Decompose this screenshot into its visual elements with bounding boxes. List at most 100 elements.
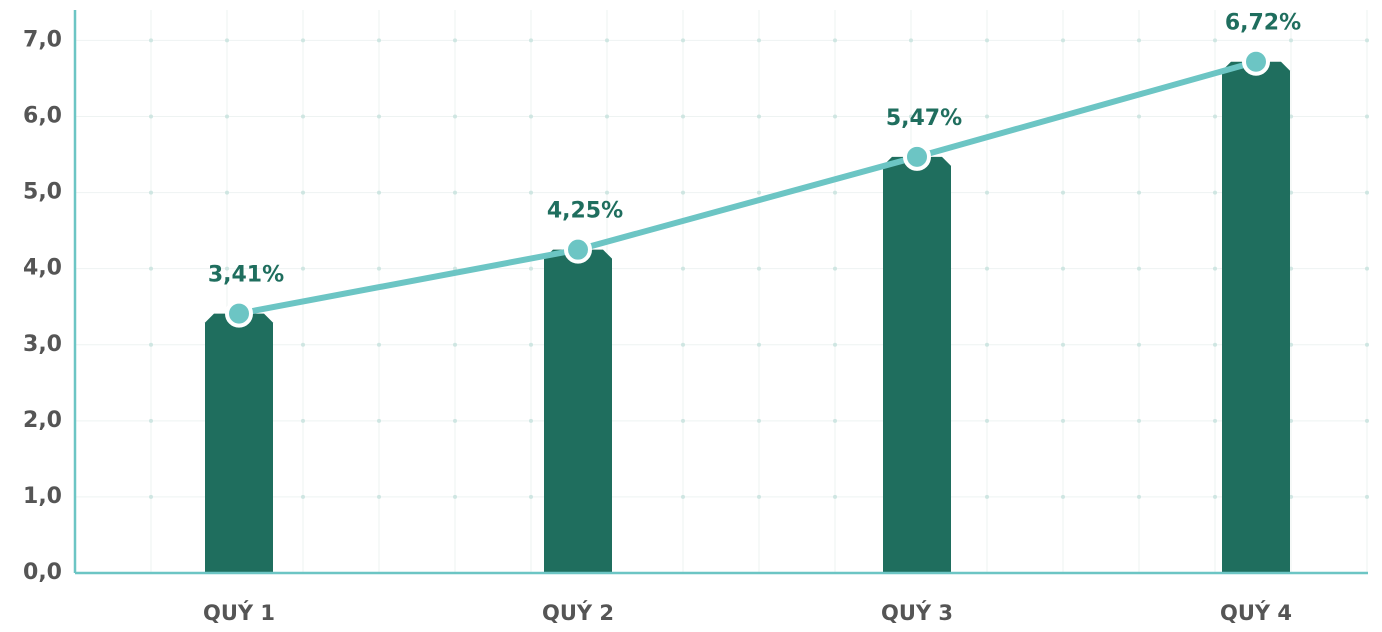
grid-dot (377, 38, 381, 43)
grid-dot (1365, 418, 1369, 423)
grid-dot (529, 342, 533, 347)
x-tick-label: QUÝ 1 (203, 600, 275, 625)
grid-dot (757, 418, 761, 423)
grid-dot (757, 494, 761, 499)
grid-dot (1061, 494, 1065, 499)
grid-dot (301, 266, 305, 271)
grid-dot (833, 38, 837, 43)
grid-dot (1365, 190, 1369, 195)
value-label: 3,41% (208, 263, 284, 288)
y-tick-label: 1,0 (23, 484, 62, 509)
grid-dot (149, 114, 153, 119)
grid-dot (529, 38, 533, 43)
grid-dot (301, 190, 305, 195)
grid-dot (149, 38, 153, 43)
grid-dot (833, 342, 837, 347)
grid-dot (453, 190, 457, 195)
grid-dot (1061, 38, 1065, 43)
grid-dot (681, 190, 685, 195)
grid-dot (149, 418, 153, 423)
y-tick-label: 6,0 (23, 104, 62, 129)
grid-dot (985, 418, 989, 423)
y-tick-label: 4,0 (23, 256, 62, 281)
grid-dot (1365, 38, 1369, 43)
grid-dot (529, 114, 533, 119)
grid-dot (757, 342, 761, 347)
grid-dot (605, 38, 609, 43)
grid-dot (225, 114, 229, 119)
grid-dot (757, 266, 761, 271)
grid-dot (453, 342, 457, 347)
grid-dot (833, 418, 837, 423)
grid-dot (985, 342, 989, 347)
grid-dot (1365, 342, 1369, 347)
grid-dot (833, 266, 837, 271)
y-tick-label: 0,0 (23, 560, 62, 585)
y-tick-label: 7,0 (23, 27, 62, 52)
grid-dot (1213, 38, 1217, 43)
grid-dot (301, 342, 305, 347)
grid-dot (301, 418, 305, 423)
grid-dot (529, 266, 533, 271)
grid-dot (149, 190, 153, 195)
grid-dot (681, 418, 685, 423)
grid-dot (1137, 266, 1141, 271)
grid-dot (529, 494, 533, 499)
line-point (225, 299, 253, 328)
line-point (1242, 47, 1270, 76)
grid-dot (1213, 266, 1217, 271)
grid-dot (529, 190, 533, 195)
grid-dot (377, 342, 381, 347)
grid-dot (1137, 494, 1141, 499)
grid-dot (681, 114, 685, 119)
bar (544, 249, 612, 574)
value-label: 4,25% (547, 199, 623, 224)
y-tick-label: 3,0 (23, 332, 62, 357)
grid-dot (1289, 38, 1293, 43)
grid-dot (681, 266, 685, 271)
grid-dot (985, 38, 989, 43)
grid-dot (1137, 114, 1141, 119)
grid-dot (1213, 114, 1217, 119)
x-tick-label: QUÝ 4 (1220, 600, 1292, 625)
grid-dot (1213, 342, 1217, 347)
grid-dot (1061, 342, 1065, 347)
grid-dot (833, 114, 837, 119)
grid-dot (757, 38, 761, 43)
line (238, 58, 1257, 317)
grid-dot (1213, 190, 1217, 195)
grid-dot (301, 494, 305, 499)
y-tick-label: 2,0 (23, 408, 62, 433)
grid-dot (985, 114, 989, 119)
grid-dot (453, 114, 457, 119)
grid-dot (149, 494, 153, 499)
grid-dot (453, 418, 457, 423)
grid-dot (909, 38, 913, 43)
grid-dot (757, 114, 761, 119)
grid-dot (377, 114, 381, 119)
line-point (564, 235, 592, 264)
value-label: 5,47% (886, 106, 962, 131)
grid-dot (301, 114, 305, 119)
grid-dot (1213, 418, 1217, 423)
grid-dot (985, 494, 989, 499)
grid-dot (1365, 266, 1369, 271)
grid-dot (225, 190, 229, 195)
grid-dot (681, 342, 685, 347)
bar (1222, 61, 1290, 573)
grid-dot (833, 190, 837, 195)
grid-dot (377, 266, 381, 271)
grid-dot (909, 114, 913, 119)
bar (205, 313, 273, 573)
grid-dot (1365, 494, 1369, 499)
grid-dot (149, 342, 153, 347)
x-tick-label: QUÝ 2 (542, 600, 614, 625)
grid-dot (225, 38, 229, 43)
grid-dot (1365, 114, 1369, 119)
bar (883, 156, 951, 573)
grid-dot (1137, 38, 1141, 43)
grid-dot (605, 114, 609, 119)
grid-dot (453, 38, 457, 43)
grid-dot (757, 190, 761, 195)
